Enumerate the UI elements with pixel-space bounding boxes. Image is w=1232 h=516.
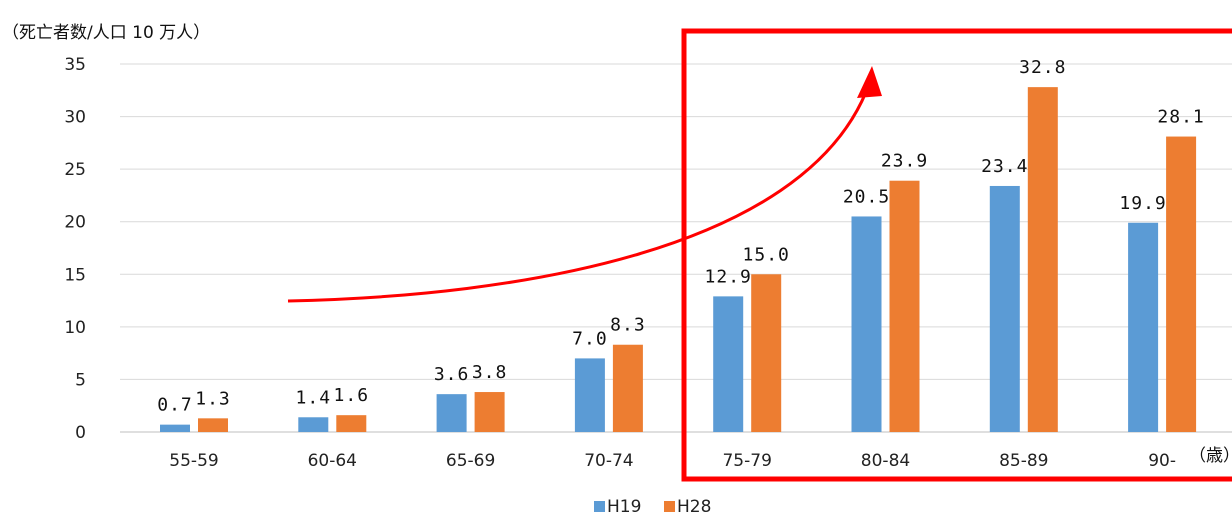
bar-h28-60-64 (336, 415, 367, 432)
bar-h28-65-69 (474, 392, 505, 432)
data-label: 28.1 (1157, 107, 1204, 128)
x-tick-label: 60-64 (308, 451, 357, 471)
data-label: 3.6 (434, 364, 470, 385)
legend-swatch (594, 501, 605, 512)
y-tick-label: 5 (75, 370, 86, 390)
data-label: 32.8 (1019, 57, 1066, 78)
trend-arrow (287, 66, 882, 303)
bar-h28-70-74 (612, 344, 643, 432)
data-label: 7.0 (572, 328, 608, 349)
y-tick-label: 20 (64, 213, 86, 233)
y-tick-label: 35 (64, 55, 86, 75)
x-tick-label: 65-69 (446, 451, 495, 471)
y-axis-ticks: 0 5 10 15 20 25 30 35 (64, 55, 86, 443)
data-label: 23.9 (881, 151, 928, 172)
data-label: 23.4 (981, 156, 1028, 177)
bar-h28-80-84 (889, 180, 920, 432)
legend-label: H28 (677, 497, 711, 516)
x-axis-unit-label: （歳） (1189, 446, 1232, 466)
bar-h19-75-79 (713, 296, 744, 432)
data-label: 1.6 (334, 385, 370, 406)
y-tick-label: 25 (64, 160, 86, 180)
legend-label: H19 (607, 497, 641, 516)
x-tick-label: 70-74 (584, 451, 633, 471)
x-tick-label: 80-84 (861, 451, 910, 471)
y-axis-unit-label: （死亡者数/人口 10 万人） (2, 23, 210, 43)
x-tick-label: 90- (1148, 451, 1176, 471)
data-label: 1.4 (296, 387, 332, 408)
x-tick-label: 75-79 (722, 451, 771, 471)
bar-h19-65-69 (436, 394, 467, 432)
data-labels: 0.7 1.4 3.6 7.0 12.9 20.5 23.4 19.9 1.3 1.6 3.8 8.3… (157, 57, 1204, 416)
trend-arrow-line (287, 91, 868, 303)
legend-swatch (664, 501, 675, 512)
bars (160, 87, 1197, 432)
gridlines (120, 63, 1232, 433)
data-label: 1.3 (195, 388, 231, 409)
bar-h19-60-64 (298, 417, 329, 432)
y-tick-label: 15 (64, 265, 86, 285)
bar-h19-80-84 (851, 216, 882, 432)
highlight-box (681, 28, 1232, 482)
bar-h28-90- (1166, 136, 1197, 432)
data-label: 15.0 (743, 244, 790, 265)
data-label: 20.5 (843, 186, 890, 207)
bar-h19-70-74 (574, 358, 605, 432)
legend: H19 H28 (594, 497, 711, 516)
y-tick-label: 30 (64, 108, 86, 128)
x-axis-ticks: 55-59 60-64 65-69 70-74 75-79 80-84 85-89 90- (169, 451, 1176, 471)
y-tick-label: 10 (64, 318, 86, 338)
trend-arrow-head (857, 66, 882, 98)
data-label: 8.3 (610, 315, 646, 336)
bar-h28-75-79 (751, 274, 782, 432)
bar-h19-55-59 (160, 424, 190, 432)
x-tick-label: 85-89 (999, 451, 1048, 471)
x-tick-label: 55-59 (169, 451, 218, 471)
bar-h19-90- (1128, 222, 1159, 432)
data-label: 12.9 (705, 266, 752, 287)
data-label: 3.8 (472, 362, 508, 383)
bar-h28-55-59 (198, 418, 228, 432)
data-label: 19.9 (1119, 193, 1166, 214)
bar-h28-85-89 (1027, 87, 1058, 432)
bar-h19-85-89 (989, 185, 1020, 432)
y-tick-label: 0 (75, 423, 86, 443)
data-label: 0.7 (157, 395, 193, 416)
